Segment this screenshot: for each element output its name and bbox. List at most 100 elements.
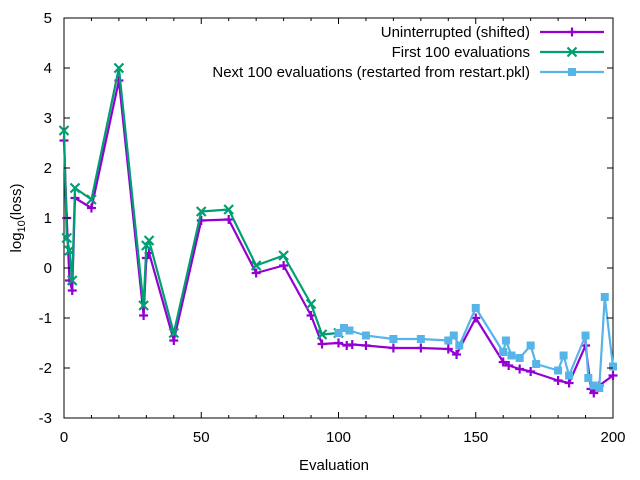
- data-point: [471, 304, 480, 312]
- data-point: [554, 366, 563, 375]
- data-point: [501, 336, 510, 345]
- x-tick-label: 200: [600, 429, 625, 446]
- data-point: [334, 329, 343, 337]
- data-point: [334, 338, 343, 348]
- data-point: [139, 311, 149, 320]
- data-point: [138, 300, 149, 311]
- data-point: [471, 313, 481, 323]
- data-point: [223, 204, 234, 215]
- series-2: [58, 62, 344, 340]
- data-point: [443, 344, 453, 354]
- y-tick-label: 5: [44, 10, 52, 27]
- data-point: [61, 232, 73, 244]
- legend-label: First 100 evaluations: [392, 44, 530, 61]
- data-point: [195, 206, 207, 217]
- data-point: [609, 362, 617, 371]
- y-axis-label: log10(loss): [8, 184, 28, 253]
- data-point: [449, 331, 458, 340]
- x-tick-label: 100: [326, 429, 351, 446]
- legend-item: First 100 evaluations: [392, 44, 604, 61]
- series-layer: [58, 62, 618, 398]
- data-point: [416, 335, 425, 343]
- data-point: [452, 350, 462, 359]
- data-point: [526, 367, 536, 376]
- data-point: [507, 351, 516, 360]
- x-tick-label: 0: [60, 429, 68, 446]
- data-point: [250, 260, 262, 271]
- y-tick-label: 2: [44, 160, 52, 177]
- data-point: [553, 376, 563, 385]
- series-line: [62, 66, 339, 336]
- legend-item: Uninterrupted (shifted): [381, 24, 604, 41]
- data-point: [584, 374, 593, 382]
- data-point: [504, 361, 514, 370]
- data-point: [58, 125, 70, 136]
- data-point: [347, 340, 357, 349]
- series-1: [59, 76, 618, 398]
- y-tick-label: 4: [44, 60, 52, 77]
- data-point: [64, 245, 75, 256]
- data-point: [141, 240, 152, 251]
- data-point: [565, 371, 574, 380]
- data-point: [361, 331, 370, 340]
- x-axis-label: Evaluation: [299, 457, 369, 474]
- y-axis-label-suffix: (loss): [8, 184, 25, 221]
- data-point: [278, 250, 289, 261]
- data-point: [143, 235, 155, 246]
- data-point: [339, 324, 348, 332]
- data-point: [316, 329, 328, 340]
- data-point: [455, 341, 464, 350]
- data-point: [169, 336, 179, 345]
- data-point: [532, 360, 541, 368]
- y-tick-label: -3: [39, 410, 52, 427]
- y-tick-label: -2: [39, 360, 52, 377]
- data-point: [608, 371, 618, 380]
- legend-item: Next 100 evaluations (restarted from res…: [212, 64, 604, 81]
- data-point: [317, 339, 327, 349]
- data-point: [86, 194, 97, 205]
- legend-label: Uninterrupted (shifted): [381, 24, 530, 41]
- legend-label: Next 100 evaluations (restarted from res…: [212, 64, 530, 81]
- data-point: [345, 326, 354, 335]
- data-point: [566, 46, 578, 58]
- data-point: [389, 335, 398, 343]
- data-point: [568, 68, 576, 76]
- y-tick-label: 0: [44, 260, 52, 277]
- data-point: [595, 384, 604, 392]
- data-point: [589, 388, 599, 398]
- data-point: [388, 343, 398, 353]
- data-point: [279, 261, 289, 270]
- data-point: [589, 381, 598, 390]
- data-point: [69, 182, 81, 194]
- data-point: [361, 341, 371, 350]
- data-point: [416, 343, 426, 353]
- x-tick-label: 150: [463, 429, 488, 446]
- data-point: [498, 357, 508, 367]
- y-axis-label-subscript: 10: [16, 220, 28, 232]
- data-point: [224, 215, 234, 224]
- series-3: [334, 293, 617, 392]
- data-point: [251, 268, 261, 278]
- data-point: [564, 378, 574, 388]
- data-point: [168, 327, 180, 339]
- y-tick-label: -1: [39, 310, 52, 327]
- y-axis-label-prefix: log: [8, 232, 25, 252]
- axes-layer: 0 50 100 150 200 -3 -2 -1 0 1 2 3 4 5: [39, 10, 626, 446]
- data-point: [67, 286, 77, 295]
- y-tick-label: 3: [44, 110, 52, 127]
- data-point: [600, 293, 609, 301]
- data-point: [526, 341, 535, 350]
- data-point: [567, 27, 577, 37]
- data-point: [515, 364, 525, 374]
- data-point: [305, 298, 317, 310]
- y-tick-label: 1: [44, 210, 52, 227]
- data-point: [581, 331, 590, 340]
- x-tick-label: 50: [193, 429, 210, 446]
- legend: Uninterrupted (shifted) First 100 evaluat…: [212, 24, 604, 81]
- data-point: [499, 348, 508, 356]
- data-point: [515, 354, 524, 362]
- data-point: [444, 336, 453, 345]
- data-point: [113, 62, 125, 74]
- data-point: [86, 203, 96, 213]
